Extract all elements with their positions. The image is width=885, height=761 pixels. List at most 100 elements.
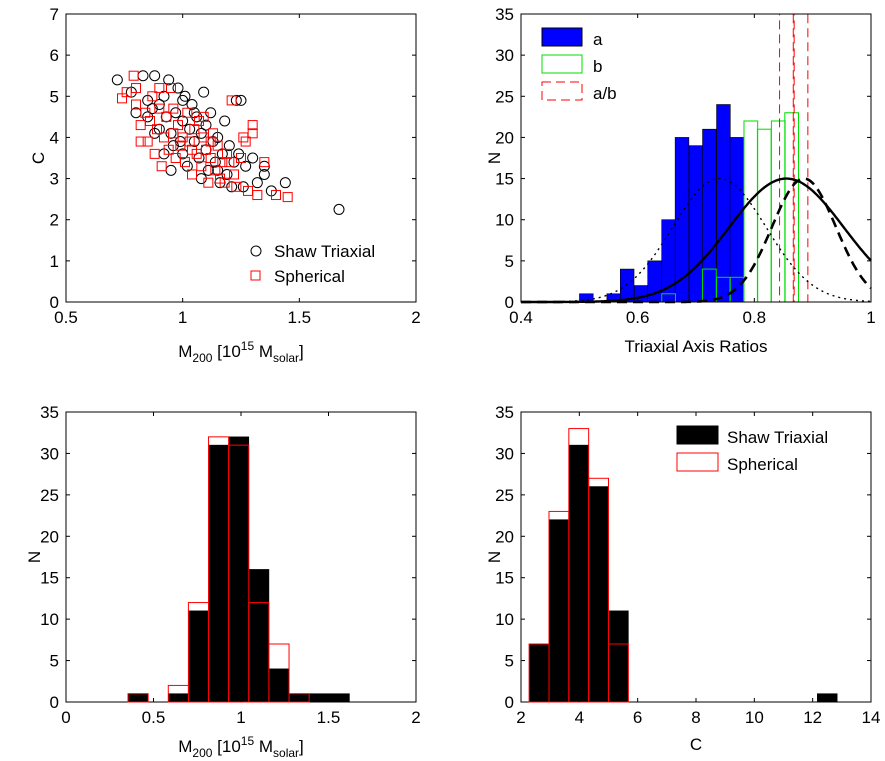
scatter-xtick-label: 2 bbox=[411, 308, 420, 327]
bar-triaxial bbox=[167, 693, 189, 703]
scatter-xlabel: M200 [1015 Msolar] bbox=[178, 339, 304, 365]
axis-ratio-ytick-label: 10 bbox=[495, 211, 514, 230]
scatter-ylabel: C bbox=[29, 152, 48, 164]
spherical-point bbox=[184, 136, 195, 147]
c-histogram-xtick-label: 14 bbox=[862, 708, 881, 727]
bar-triaxial bbox=[248, 569, 270, 703]
spherical-point bbox=[238, 132, 249, 143]
spherical-point bbox=[182, 107, 193, 118]
spherical-point bbox=[173, 120, 183, 131]
bar-triaxial bbox=[208, 444, 229, 703]
triaxial-point bbox=[279, 177, 291, 189]
spherical-point bbox=[226, 95, 237, 106]
c-histogram-ytick-label: 0 bbox=[505, 693, 514, 712]
spherical-point bbox=[247, 120, 258, 131]
axis-ratio-xtick-label: 0.4 bbox=[509, 308, 533, 327]
legend-ab-swatch bbox=[541, 81, 583, 101]
spherical-point bbox=[154, 103, 165, 114]
mass-histogram-ylabel: N bbox=[25, 551, 44, 563]
mass-histogram-ytick-label: 25 bbox=[40, 486, 59, 505]
triaxial-point bbox=[251, 177, 263, 189]
spherical-point bbox=[187, 144, 197, 155]
spherical-point bbox=[219, 177, 230, 188]
bar-spherical bbox=[228, 444, 250, 703]
spherical-point bbox=[156, 161, 167, 172]
bar-a bbox=[634, 285, 649, 303]
spherical-point bbox=[135, 136, 146, 147]
spherical-point bbox=[271, 190, 281, 201]
triaxial-point bbox=[333, 203, 345, 215]
mass-histogram-xtick-label: 0 bbox=[61, 708, 70, 727]
mass-histogram-ytick-label: 5 bbox=[50, 652, 59, 671]
scatter-ytick-label: 7 bbox=[50, 5, 59, 24]
bar-triaxial bbox=[528, 643, 550, 703]
axis-ratio-ytick-label: 5 bbox=[505, 252, 514, 271]
bar-a bbox=[716, 104, 731, 303]
spherical-point bbox=[259, 157, 270, 168]
legend-a-label: a bbox=[593, 30, 603, 49]
c-histogram-ytick-label: 30 bbox=[495, 444, 514, 463]
spherical-point bbox=[205, 153, 216, 163]
mass-histogram-ytick-label: 20 bbox=[40, 527, 59, 546]
spherical-point bbox=[166, 83, 176, 94]
c-histogram-marks bbox=[528, 428, 838, 703]
scatter-panel: 0.5 1 1.5 2 0 1 2 3 4 5 6 7 C M200 [1015 Msolar] Sh… bbox=[29, 5, 421, 365]
mass-histogram-ytick-label: 30 bbox=[40, 444, 59, 463]
axis-ratio-ylabel: N bbox=[485, 152, 504, 164]
scatter-ytick-label: 6 bbox=[50, 46, 59, 65]
spherical-point bbox=[131, 83, 141, 94]
c-histogram-xtick-label: 6 bbox=[633, 708, 642, 727]
c-histogram-ytick-label: 25 bbox=[495, 486, 514, 505]
scatter-ytick-label: 3 bbox=[50, 170, 59, 189]
axis-ratio-ytick-label: 15 bbox=[495, 170, 514, 189]
triaxial-point bbox=[198, 86, 210, 98]
legend-b-swatch bbox=[541, 54, 583, 74]
c-histogram-ytick-label: 20 bbox=[495, 527, 514, 546]
spherical-point bbox=[163, 144, 174, 155]
bar-triaxial bbox=[288, 693, 310, 703]
triaxial-point bbox=[163, 74, 175, 86]
bar-triaxial bbox=[127, 693, 149, 703]
bar-a bbox=[702, 128, 717, 303]
c-histogram-ytick-label: 5 bbox=[505, 652, 514, 671]
bar-triaxial bbox=[228, 436, 250, 703]
legend-spherical-swatch bbox=[676, 452, 719, 472]
axis-ratio-xlabel: Triaxial Axis Ratios bbox=[625, 337, 768, 356]
spherical-point bbox=[252, 190, 263, 201]
axis-ratio-xtick-label: 0.6 bbox=[626, 308, 650, 327]
bar-a bbox=[688, 145, 704, 303]
axis-ratio-ytick-label: 0 bbox=[505, 293, 514, 312]
axis-ratio-ytick-label: 35 bbox=[495, 5, 514, 24]
bar-spherical bbox=[127, 693, 149, 703]
axis-ratio-axes-box bbox=[520, 13, 872, 303]
spherical-point bbox=[187, 169, 197, 180]
spherical-point bbox=[142, 136, 153, 147]
legend-triaxial-swatch bbox=[676, 425, 719, 445]
c-histogram-xtick-label: 8 bbox=[691, 708, 700, 727]
c-histogram-ticks: 2 4 6 8 10 12 14 0 5 10 15 20 25 30 35 bbox=[495, 403, 880, 727]
mass-histogram-xlabel: M200 [1015 Msolar] bbox=[178, 734, 304, 760]
scatter-ytick-label: 1 bbox=[50, 252, 59, 271]
scatter-ticks: 0.5 1 1.5 2 0 1 2 3 4 5 6 7 bbox=[50, 5, 421, 327]
axis-ratio-xtick-label: 0.8 bbox=[743, 308, 767, 327]
legend-square-marker bbox=[250, 270, 261, 281]
bar-triaxial bbox=[268, 668, 290, 703]
spherical-point bbox=[168, 103, 179, 114]
bar-spherical bbox=[268, 643, 290, 703]
triaxial-point bbox=[172, 82, 184, 94]
spherical-point bbox=[154, 83, 165, 94]
mass-histogram-ytick-label: 0 bbox=[50, 693, 59, 712]
triaxial-point bbox=[223, 140, 235, 152]
spherical-point bbox=[205, 136, 216, 147]
mass-histogram-marks bbox=[127, 436, 350, 703]
spherical-point bbox=[282, 192, 293, 203]
c-histogram-xtick-label: 10 bbox=[745, 708, 764, 727]
triaxial-point bbox=[258, 168, 270, 180]
scatter-xtick-label: 1.5 bbox=[288, 308, 312, 327]
spherical-point bbox=[236, 153, 246, 163]
c-legend-spherical: Spherical bbox=[727, 455, 798, 474]
